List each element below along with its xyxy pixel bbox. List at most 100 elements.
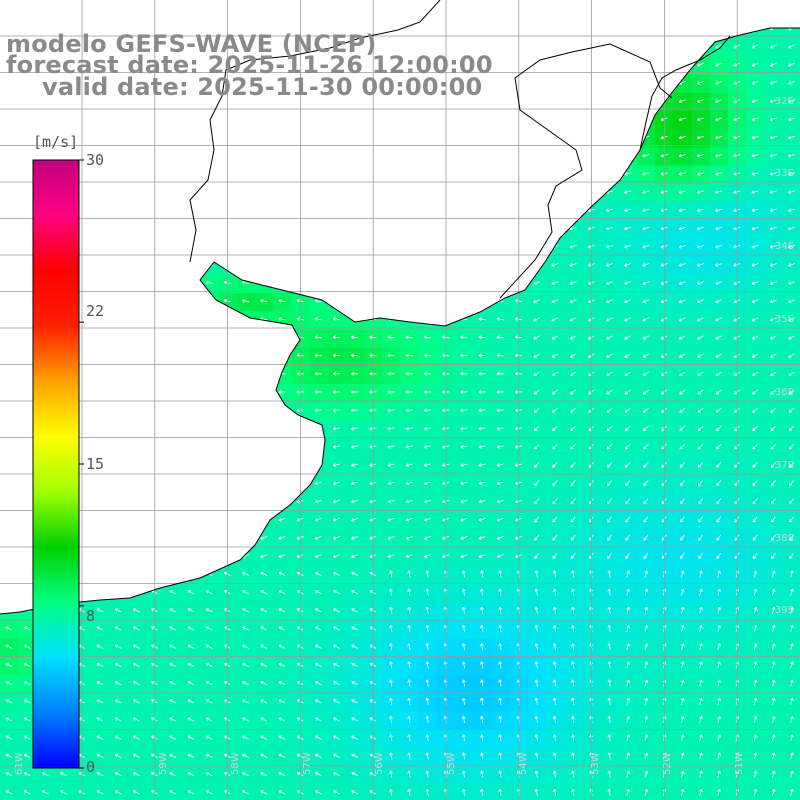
wind-arrow <box>5 662 13 667</box>
wind-arrow <box>769 226 777 231</box>
wind-arrow <box>533 353 541 358</box>
colorbar-unit: [m/s] <box>33 133 79 151</box>
raster-cell <box>600 784 620 800</box>
raster-cell <box>673 584 693 603</box>
wind-arrow <box>552 679 557 687</box>
wind-arrow <box>480 734 484 742</box>
wind-arrow <box>644 570 649 578</box>
wind-arrow <box>696 80 705 85</box>
raster-cell <box>382 529 401 549</box>
raster-cell <box>764 438 784 458</box>
raster-cell <box>691 693 711 713</box>
wind-arrow <box>460 463 468 467</box>
wind-arrow <box>534 788 539 796</box>
wind-arrow <box>351 571 359 576</box>
wind-arrow <box>332 445 341 449</box>
wind-arrow <box>461 570 466 578</box>
wind-arrow <box>770 389 777 395</box>
wind-arrow <box>752 389 759 395</box>
lon-label: 58W <box>230 752 241 775</box>
wind-arrow <box>187 772 195 777</box>
wind-arrow <box>626 752 630 760</box>
wind-arrow <box>23 681 31 686</box>
wind-arrow <box>205 590 213 595</box>
wind-arrow <box>169 790 177 795</box>
wind-arrow <box>696 244 705 249</box>
raster-cell <box>746 638 765 658</box>
wind-arrow <box>571 606 575 614</box>
raster-cell <box>782 402 800 421</box>
raster-cell <box>691 766 711 785</box>
raster-cell <box>637 729 656 749</box>
wind-arrow <box>716 534 722 541</box>
wind-arrow <box>569 299 577 304</box>
wind-arrow <box>242 662 249 667</box>
raster-cell <box>637 183 656 203</box>
wind-arrow <box>314 481 322 486</box>
raster-cell <box>782 529 800 549</box>
wind-arrow <box>716 552 722 559</box>
wind-arrow <box>478 445 486 449</box>
raster-cell <box>345 384 365 403</box>
raster-cell <box>345 657 365 676</box>
raster-cell <box>163 729 183 749</box>
raster-cell <box>709 347 729 367</box>
wind-arrow <box>480 788 484 796</box>
wind-arrow <box>552 697 557 705</box>
raster-cell <box>673 256 693 276</box>
wind-arrow <box>680 552 685 559</box>
wind-arrow <box>699 770 703 778</box>
wind-arrow <box>496 353 504 358</box>
raster-cell <box>673 147 693 167</box>
wind-arrow <box>788 443 795 450</box>
wind-arrow <box>771 697 776 705</box>
raster-cell <box>782 256 800 276</box>
wind-arrow <box>405 517 413 522</box>
wind-arrow <box>787 153 796 158</box>
wind-arrow <box>96 608 104 613</box>
raster-cell <box>691 566 711 585</box>
raster-cell <box>746 748 765 767</box>
wind-arrow <box>351 753 359 758</box>
raster-cell <box>764 293 784 312</box>
raster-cell <box>527 311 547 330</box>
wind-arrow <box>260 735 268 740</box>
wind-arrow <box>679 498 685 505</box>
wind-arrow <box>460 353 468 358</box>
wind-arrow <box>333 590 340 595</box>
raster-cell <box>673 420 693 440</box>
wind-arrow <box>678 135 686 140</box>
wind-arrow <box>389 661 393 669</box>
raster-cell <box>182 748 201 767</box>
wind-arrow <box>552 534 558 541</box>
wind-arrow <box>753 770 758 778</box>
wind-arrow <box>5 772 13 777</box>
raster-cell <box>618 220 638 239</box>
wind-arrow <box>570 461 576 468</box>
wind-arrow <box>717 697 721 705</box>
raster-cell <box>764 147 784 167</box>
raster-cell <box>345 529 365 549</box>
wind-arrow <box>496 390 504 394</box>
raster-cell <box>691 183 711 203</box>
wind-arrow <box>606 299 613 304</box>
raster-cell <box>637 711 656 731</box>
wind-arrow <box>498 643 502 651</box>
wind-arrow <box>788 299 795 304</box>
wind-arrow <box>624 371 631 377</box>
raster-cell <box>345 475 365 494</box>
raster-cell <box>309 566 329 585</box>
wind-arrow <box>205 753 213 758</box>
wind-arrow <box>607 643 612 651</box>
raster-cell <box>764 729 784 749</box>
wind-arrow <box>751 117 759 122</box>
raster-cell <box>236 657 256 676</box>
wind-arrow <box>425 661 430 669</box>
wind-arrow <box>478 390 486 394</box>
wind-arrow <box>607 770 612 778</box>
raster-cell <box>709 74 729 94</box>
raster-cell <box>691 384 711 403</box>
raster-cell <box>182 638 201 658</box>
raster-cell <box>691 438 711 458</box>
raster-cell <box>273 729 292 749</box>
